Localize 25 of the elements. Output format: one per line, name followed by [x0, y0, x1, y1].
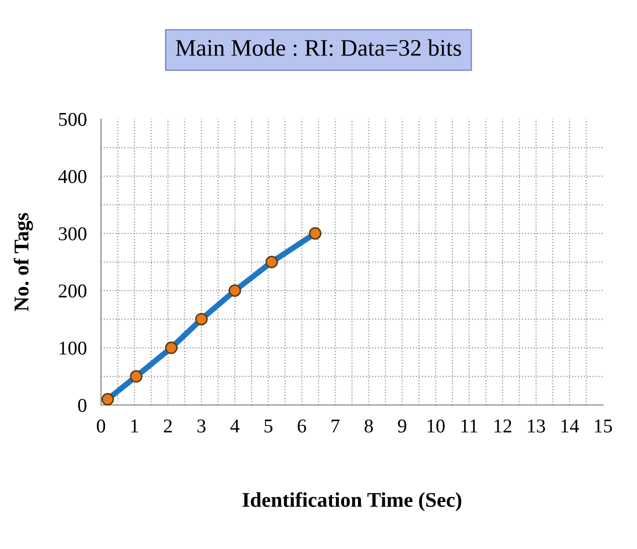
x-tick-label: 0	[96, 419, 106, 433]
x-tick-label: 3	[197, 420, 206, 433]
x-tick-label: 2	[164, 420, 172, 432]
x-tick-label: 6	[298, 420, 306, 433]
x-tick-label: 15	[594, 420, 612, 433]
x-tick-label: 10	[428, 419, 445, 433]
x-tick-label: 8	[364, 419, 373, 433]
y-tick-label: 400	[58, 170, 86, 184]
x-tick-label: 12	[494, 420, 512, 432]
x-tick-label: 9	[398, 420, 406, 433]
y-tick-label: 0	[78, 398, 86, 412]
x-axis-title: Identification Time (Sec)	[242, 492, 462, 512]
x-tick-label: 5	[264, 420, 272, 433]
x-tick-label: 1	[131, 420, 138, 432]
chart-title: Main Mode : RI: Data=32 bits	[176, 39, 462, 56]
y-tick-label: 300	[58, 227, 86, 240]
x-tick-label: 7	[332, 420, 340, 432]
x-tick-label: 14	[562, 420, 579, 432]
x-tick-label: 13	[528, 420, 546, 433]
y-axis-title: No. of Tags	[14, 213, 33, 312]
y-tick-label: 100	[60, 342, 86, 355]
x-tick-label: 4	[230, 420, 240, 432]
y-tick-label: 500	[59, 112, 86, 126]
x-tick-label: 11	[461, 420, 478, 432]
y-tick-label: 200	[58, 284, 86, 298]
